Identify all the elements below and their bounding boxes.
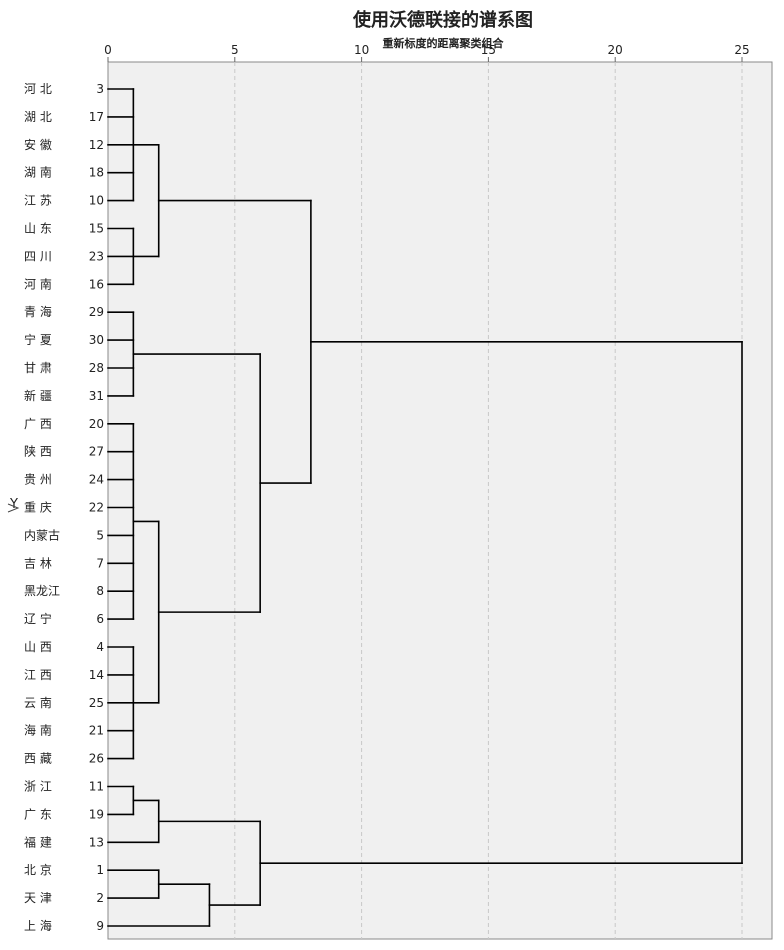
leaf-name: 辽 宁 bbox=[24, 611, 52, 626]
leaf-name: 山 东 bbox=[24, 222, 52, 236]
leaf-name: 上 海 bbox=[24, 918, 52, 933]
x-tick-label: 25 bbox=[734, 43, 749, 57]
leaf-case-number: 19 bbox=[89, 807, 104, 821]
leaf-case-number: 27 bbox=[89, 445, 104, 459]
leaf-name: 新 疆 bbox=[24, 388, 52, 403]
leaf-name: 北 京 bbox=[24, 863, 52, 877]
leaf-case-number: 21 bbox=[89, 724, 104, 738]
leaf-case-number: 15 bbox=[89, 222, 104, 236]
leaf-name: 吉 林 bbox=[24, 556, 52, 570]
leaf-name: 浙 江 bbox=[24, 780, 52, 794]
x-tick-label: 15 bbox=[481, 43, 496, 57]
leaf-case-number: 22 bbox=[89, 501, 104, 515]
x-tick-label: 20 bbox=[608, 43, 623, 57]
leaf-name: 福 建 bbox=[24, 834, 52, 849]
leaf-case-number: 20 bbox=[89, 417, 104, 431]
y-axis-marker-icon bbox=[7, 503, 20, 513]
leaf-name: 山 西 bbox=[24, 640, 52, 654]
leaf-name: 广 东 bbox=[24, 807, 52, 821]
leaf-case-number: 31 bbox=[89, 389, 104, 403]
leaf-name: 湖 南 bbox=[24, 165, 52, 180]
leaf-case-number: 10 bbox=[89, 194, 104, 208]
leaf-case-number: 18 bbox=[89, 166, 104, 180]
leaf-name: 西 藏 bbox=[24, 752, 52, 766]
leaf-case-number: 25 bbox=[89, 696, 104, 710]
leaf-name: 黑龙江 bbox=[24, 584, 60, 598]
x-tick-label: 5 bbox=[231, 43, 239, 57]
chart-title: 使用沃德联接的谱系图 bbox=[352, 9, 533, 31]
leaf-name: 江 苏 bbox=[24, 194, 52, 208]
leaf-name: 安 徽 bbox=[24, 137, 52, 152]
leaf-case-number: 9 bbox=[96, 919, 104, 933]
leaf-case-number: 7 bbox=[96, 556, 104, 570]
x-axis-ticks: 0 5 10 15 20 25 bbox=[104, 43, 750, 62]
leaf-case-number: 26 bbox=[89, 752, 104, 766]
x-tick-label: 10 bbox=[354, 43, 369, 57]
leaf-case-number: 1 bbox=[96, 863, 104, 877]
leaf-name: 广 西 bbox=[24, 417, 52, 431]
leaf-name: 贵 州 bbox=[24, 473, 52, 487]
plot-area bbox=[107, 61, 773, 940]
x-tick-label: 0 bbox=[104, 43, 112, 57]
leaf-name: 青 海 bbox=[24, 304, 52, 319]
leaf-case-number: 6 bbox=[96, 612, 104, 626]
leaf-name: 重 庆 bbox=[24, 501, 52, 515]
leaf-case-number: 13 bbox=[89, 835, 104, 849]
leaf-name: 四 川 bbox=[24, 249, 52, 263]
leaf-case-number: 5 bbox=[96, 528, 104, 542]
leaf-name: 江 西 bbox=[24, 668, 52, 682]
leaf-case-number: 3 bbox=[96, 82, 104, 96]
leaf-name: 宁 夏 bbox=[24, 332, 52, 347]
leaf-name: 河 南 bbox=[24, 276, 52, 291]
leaf-case-number: 14 bbox=[89, 668, 104, 682]
leaf-name: 云 南 bbox=[24, 695, 52, 710]
y-axis-label: Y bbox=[9, 497, 18, 512]
leaf-case-number: 16 bbox=[89, 277, 104, 291]
dendrogram-branches bbox=[107, 88, 743, 927]
leaf-case-number: 17 bbox=[89, 110, 104, 124]
leaf-case-number: 29 bbox=[89, 305, 104, 319]
leaf-case-number: 24 bbox=[89, 473, 104, 487]
leaf-name: 湖 北 bbox=[24, 109, 52, 124]
leaf-case-number: 30 bbox=[89, 333, 104, 347]
leaf-case-number: 11 bbox=[89, 780, 104, 794]
leaf-name: 陕 西 bbox=[24, 444, 52, 459]
leaf-name: 甘 肃 bbox=[24, 361, 52, 375]
leaf-case-number: 4 bbox=[96, 640, 104, 654]
leaf-case-number: 28 bbox=[89, 361, 104, 375]
chart-subtitle: 重新标度的距离聚类组合 bbox=[383, 36, 505, 50]
leaf-case-number: 2 bbox=[96, 891, 104, 905]
leaf-case-number: 8 bbox=[96, 584, 104, 598]
leaf-name: 内蒙古 bbox=[24, 527, 60, 542]
leaf-case-number: 23 bbox=[89, 249, 104, 263]
leaf-name: 天 津 bbox=[24, 891, 52, 905]
leaf-name: 河 北 bbox=[24, 82, 52, 96]
leaf-case-number: 12 bbox=[89, 138, 104, 152]
leaf-name: 海 南 bbox=[24, 723, 52, 738]
leaf-labels: 河 北 3湖 北 17安 徽 12湖 南 18江 苏 10山 东 15四 川 23河 南 16青… bbox=[24, 82, 104, 933]
